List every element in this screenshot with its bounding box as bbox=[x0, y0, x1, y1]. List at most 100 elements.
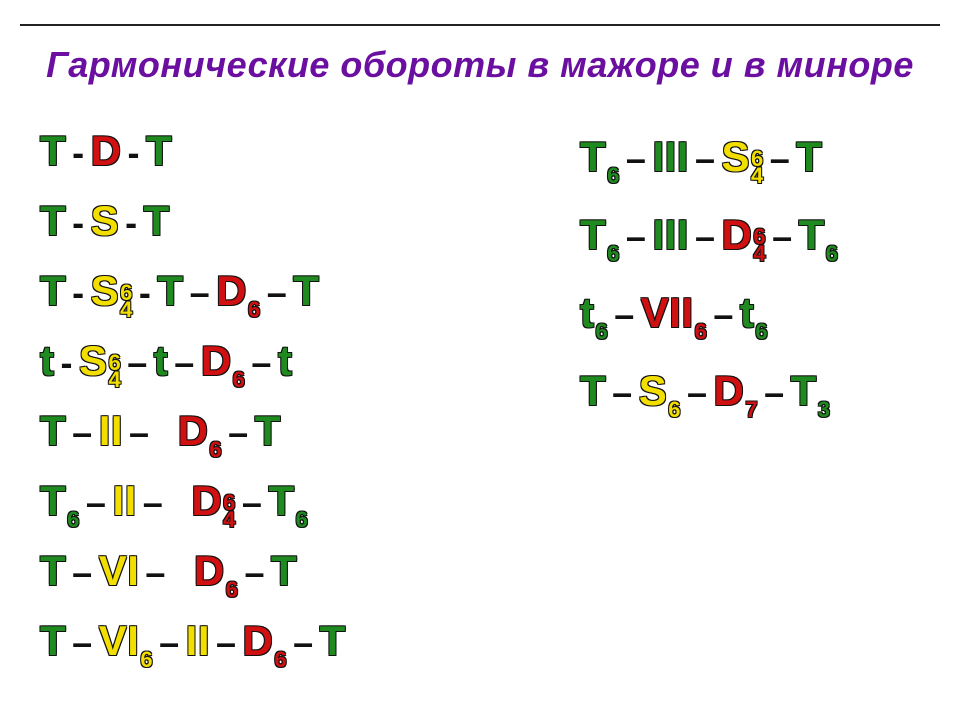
chord-symbol: D6 bbox=[243, 620, 288, 662]
dash: – bbox=[764, 141, 797, 177]
chord-symbol: t bbox=[154, 340, 169, 382]
dash: - bbox=[119, 205, 144, 241]
chord-symbol: VI6 bbox=[99, 620, 153, 662]
dash: – bbox=[620, 141, 653, 177]
progression-row: t6–VII6–t6 bbox=[580, 292, 839, 344]
chord-symbol: T6 bbox=[580, 214, 620, 256]
chord-symbol: D bbox=[91, 130, 122, 172]
dash: – bbox=[245, 345, 278, 381]
chord-symbol: D64 bbox=[191, 480, 236, 522]
dash: – bbox=[689, 219, 722, 255]
chord-symbol: t6 bbox=[740, 292, 768, 334]
chord-symbol: D64 bbox=[721, 214, 766, 256]
chord-symbol: III bbox=[652, 136, 689, 178]
top-rule bbox=[20, 24, 940, 26]
chord-symbol: t bbox=[278, 340, 293, 382]
chord-symbol: T bbox=[157, 270, 183, 312]
chord-symbol: T3 bbox=[791, 370, 831, 412]
chord-symbol: T6 bbox=[268, 480, 308, 522]
dash: – bbox=[139, 555, 172, 591]
chord-symbol: T bbox=[146, 130, 172, 172]
dash: – bbox=[66, 625, 99, 661]
dash: – bbox=[287, 625, 320, 661]
dash: - bbox=[66, 205, 91, 241]
dash: – bbox=[153, 625, 186, 661]
dash: – bbox=[261, 275, 294, 311]
chord-symbol: T bbox=[40, 200, 66, 242]
dash: - bbox=[66, 275, 91, 311]
dash: – bbox=[689, 141, 722, 177]
chord-symbol: T bbox=[580, 370, 606, 412]
dash: – bbox=[210, 625, 243, 661]
progression-row: t-S64–t–D6–t bbox=[40, 340, 510, 392]
chord-symbol: D6 bbox=[194, 550, 239, 592]
progression-row: T6–II–D64–T6 bbox=[40, 480, 510, 532]
dash: – bbox=[236, 485, 269, 521]
chord-symbol: T bbox=[40, 410, 66, 452]
progression-row: T6–III–D64–T6 bbox=[580, 214, 839, 266]
chord-symbol: S64 bbox=[721, 136, 763, 178]
dash: - bbox=[66, 135, 91, 171]
chord-symbol: T bbox=[144, 200, 170, 242]
chord-symbol: T bbox=[40, 130, 66, 172]
dash: – bbox=[681, 375, 714, 411]
dash: - bbox=[55, 345, 80, 381]
progression-row: T–II–D6–T bbox=[40, 410, 510, 462]
dash: – bbox=[184, 275, 217, 311]
chord-symbol: S64 bbox=[91, 270, 133, 312]
dash: – bbox=[606, 375, 639, 411]
chord-symbol: t6 bbox=[580, 292, 608, 334]
chord-symbol: III bbox=[652, 214, 689, 256]
page-title: Гармонические обороты в мажоре и в минор… bbox=[0, 44, 960, 86]
chord-symbol: T bbox=[255, 410, 281, 452]
chord-symbol: T6 bbox=[40, 480, 80, 522]
chord-symbol: T bbox=[320, 620, 346, 662]
progression-row: T-S-T bbox=[40, 200, 510, 252]
dash: – bbox=[222, 415, 255, 451]
progression-row: T–S6–D7–T3 bbox=[580, 370, 839, 422]
dash: – bbox=[620, 219, 653, 255]
dash: - bbox=[133, 275, 158, 311]
dash: – bbox=[766, 219, 799, 255]
column-right: T6–III–S64–TT6–III–D64–T6t6–VII6–t6T–S6–… bbox=[580, 130, 839, 672]
column-left: T-D-TT-S-TT-S64-T–D6–Tt-S64–t–D6–tT–II–D… bbox=[40, 130, 510, 672]
chord-symbol: T bbox=[40, 270, 66, 312]
chord-symbol: II bbox=[99, 410, 123, 452]
chord-symbol: T6 bbox=[799, 214, 839, 256]
chord-symbol: VI bbox=[99, 550, 140, 592]
dash: – bbox=[758, 375, 791, 411]
dash: – bbox=[66, 415, 99, 451]
progression-row: T–VI6–II–D6–T bbox=[40, 620, 510, 672]
chord-symbol: T bbox=[293, 270, 319, 312]
chord-symbol: T bbox=[271, 550, 297, 592]
chord-symbol: D6 bbox=[201, 340, 246, 382]
chord-symbol: T bbox=[796, 136, 822, 178]
dash: – bbox=[121, 345, 154, 381]
chord-symbol: D6 bbox=[216, 270, 261, 312]
content-columns: T-D-TT-S-TT-S64-T–D6–Tt-S64–t–D6–tT–II–D… bbox=[40, 130, 940, 672]
dash: – bbox=[80, 485, 113, 521]
chord-symbol: S64 bbox=[79, 340, 121, 382]
chord-symbol: D7 bbox=[713, 370, 758, 412]
dash: – bbox=[707, 297, 740, 333]
dash: – bbox=[66, 555, 99, 591]
dash: – bbox=[608, 297, 641, 333]
chord-symbol: S6 bbox=[639, 370, 681, 412]
chord-symbol: S bbox=[91, 200, 120, 242]
progression-row: T-D-T bbox=[40, 130, 510, 182]
chord-symbol: T bbox=[40, 620, 66, 662]
dash: – bbox=[239, 555, 272, 591]
progression-row: T-S64-T–D6–T bbox=[40, 270, 510, 322]
dash: – bbox=[168, 345, 201, 381]
progression-row: T–VI–D6–T bbox=[40, 550, 510, 602]
progression-row: T6–III–S64–T bbox=[580, 136, 839, 188]
chord-symbol: D6 bbox=[178, 410, 223, 452]
chord-symbol: II bbox=[186, 620, 210, 662]
chord-symbol: t bbox=[40, 340, 55, 382]
dash: - bbox=[122, 135, 147, 171]
chord-symbol: VII6 bbox=[641, 292, 708, 334]
chord-symbol: T bbox=[40, 550, 66, 592]
dash: – bbox=[137, 485, 170, 521]
dash: – bbox=[123, 415, 156, 451]
chord-symbol: T6 bbox=[580, 136, 620, 178]
